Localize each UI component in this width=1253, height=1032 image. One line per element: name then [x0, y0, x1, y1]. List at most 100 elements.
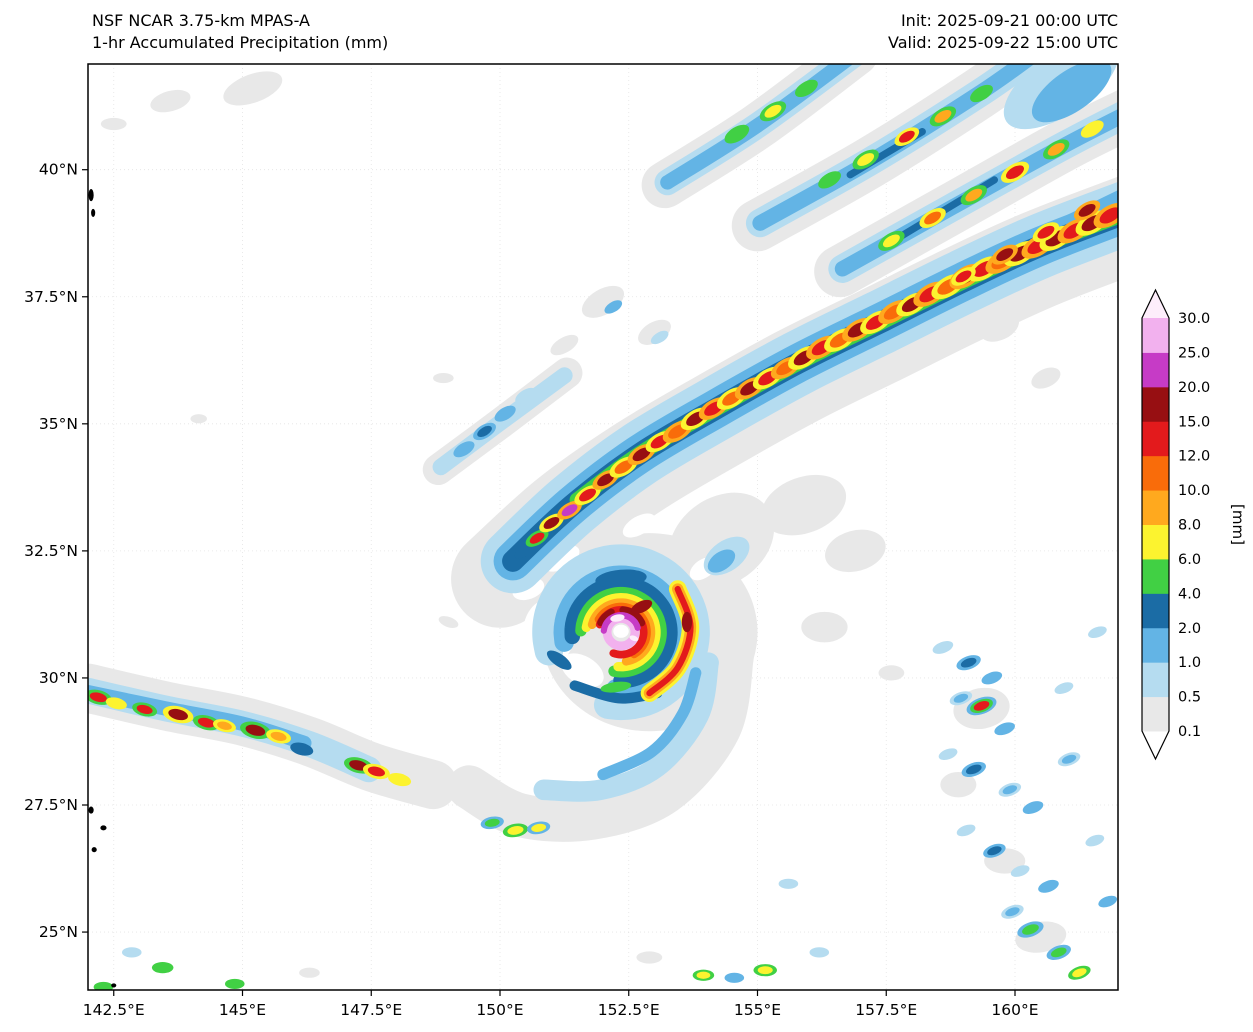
- colorbar-tick-label: 25.0: [1178, 345, 1210, 361]
- precip-blob: [761, 474, 847, 536]
- convective-cell: [151, 962, 174, 974]
- convective-cell: [597, 473, 615, 487]
- precip-features-group: [88, 64, 1118, 990]
- colorbar-segment: [1142, 386, 1169, 422]
- colorbar-segment: [1142, 558, 1169, 594]
- x-tick-label: 142.5°E: [83, 1001, 145, 1019]
- precip-blob: [801, 611, 848, 643]
- precip-blob: [299, 967, 320, 978]
- x-tick-label: 160°E: [991, 1001, 1038, 1019]
- colorbar-segment: [1142, 524, 1169, 560]
- convective-cell: [757, 966, 773, 975]
- precip-blob: [622, 513, 656, 538]
- precip-band: [447, 635, 754, 842]
- convective-cell: [1072, 968, 1087, 978]
- convective-cell: [1022, 801, 1044, 814]
- colorbar-segment: [1142, 490, 1169, 525]
- y-tick-label: 30°N: [39, 669, 78, 687]
- colorbar-group: 0.1 0.5 1.0 2.0 4.0 6.0 8.0 10.0 12.0 15.0 20.0 25.…: [1141, 288, 1247, 761]
- convective-cell: [1010, 865, 1030, 877]
- convective-cell: [1037, 225, 1055, 239]
- precip-blob: [433, 373, 454, 384]
- colorbar-tick-label: 0.5: [1178, 690, 1201, 706]
- precip-band: [646, 585, 694, 697]
- precip-blob: [613, 624, 629, 638]
- cyclone-arc: [619, 606, 646, 627]
- convective-cell: [981, 671, 1003, 685]
- convective-cell: [1098, 895, 1118, 908]
- precip-blob: [878, 665, 905, 681]
- convective-cell: [882, 234, 900, 248]
- cyclone-arc: [564, 576, 678, 689]
- convective-cell: [453, 441, 475, 458]
- convective-cell: [1050, 947, 1067, 958]
- colorbar-tick-label: 15.0: [1178, 414, 1210, 430]
- convective-cell: [531, 823, 547, 832]
- convective-cell: [1099, 207, 1118, 224]
- colorbar-segment: [1142, 318, 1169, 353]
- precip-blob: [681, 611, 693, 633]
- precip-blob: [190, 414, 207, 424]
- convective-cell: [494, 405, 516, 422]
- precip-blob: [638, 319, 671, 345]
- convective-cell: [994, 722, 1015, 736]
- convective-cell: [953, 693, 969, 703]
- convective-cell: [561, 504, 578, 517]
- valid-time-label: Valid: 2025-09-22 15:00 UTC: [887, 33, 1118, 52]
- precip-blob: [629, 635, 639, 642]
- x-tick-label: 152.5°E: [598, 1001, 660, 1019]
- precip-blob: [546, 650, 572, 670]
- colorbar-under-arrow: [1142, 731, 1169, 759]
- precip-blob: [631, 599, 653, 614]
- convective-cell: [1088, 626, 1107, 639]
- convective-cell: [1085, 834, 1105, 847]
- precip-blob: [636, 951, 663, 964]
- precip-blob: [1031, 367, 1061, 389]
- precip-blob: [88, 189, 94, 202]
- convective-cell: [543, 516, 560, 529]
- precip-blob: [610, 614, 625, 622]
- convective-cell: [1006, 165, 1024, 180]
- convective-cell: [724, 124, 750, 144]
- colorbar-units-label: [mm]: [1229, 504, 1247, 545]
- convective-cell: [650, 330, 669, 345]
- convective-cell: [818, 171, 842, 189]
- convective-cell: [996, 248, 1014, 261]
- convective-cell: [724, 972, 745, 983]
- convective-cell: [367, 766, 385, 777]
- colorbar-segment: [1142, 593, 1169, 629]
- convective-cell: [484, 818, 500, 827]
- x-tick-label: 145°E: [219, 1001, 266, 1019]
- cyclone-arc: [581, 593, 661, 672]
- convective-cell: [1080, 120, 1104, 138]
- precip-band: [432, 367, 573, 476]
- convective-cell: [1078, 203, 1096, 217]
- colorbar-tick-label: 8.0: [1178, 518, 1201, 534]
- product-title: 1-hr Accumulated Precipitation (mm): [92, 33, 389, 52]
- x-tick-label: 157.5°E: [855, 1001, 917, 1019]
- convective-cell: [105, 697, 127, 710]
- colorbar-tick-label: 10.0: [1178, 483, 1210, 499]
- time-block: Init: 2025-09-21 00:00 UTC Valid: 2025-0…: [888, 10, 1118, 54]
- convective-cell: [477, 425, 492, 437]
- colorbar-tick-label: 30.0: [1178, 311, 1210, 327]
- convective-cell: [217, 721, 232, 730]
- colorbar-tick-label: 20.0: [1178, 380, 1210, 396]
- convective-cell: [515, 387, 537, 404]
- plot-frame: [87, 63, 1119, 991]
- convective-cell: [987, 846, 1002, 856]
- precip-blob: [940, 771, 977, 798]
- cyclone-arc: [597, 608, 615, 627]
- convective-cell: [1002, 785, 1018, 795]
- convective-cell: [529, 532, 545, 544]
- y-tick-label: 35°N: [39, 415, 78, 433]
- convective-cell: [349, 760, 368, 771]
- colorbar-tick-label: 1.0: [1178, 655, 1201, 671]
- convective-cell: [614, 460, 633, 474]
- precip-blob: [707, 549, 736, 573]
- precip-blob: [100, 117, 127, 131]
- convective-cell: [898, 130, 915, 143]
- model-title: NSF NCAR 3.75-km MPAS-A: [92, 11, 310, 30]
